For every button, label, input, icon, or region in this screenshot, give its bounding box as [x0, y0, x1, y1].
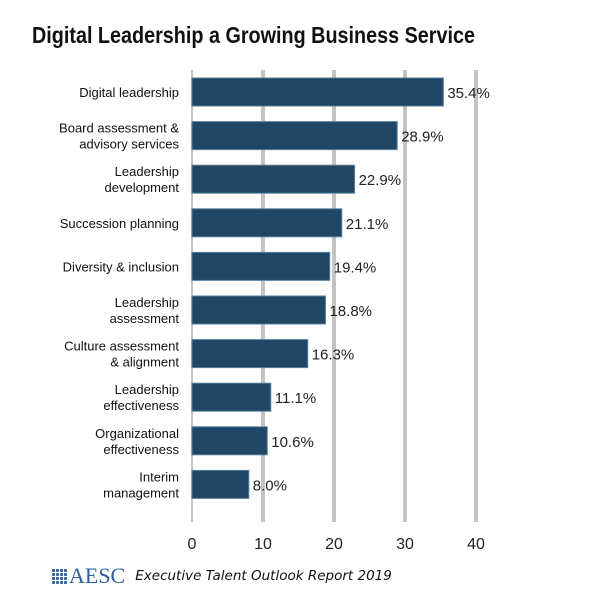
category-label: effectiveness	[103, 398, 179, 413]
category-label: Culture assessment	[64, 339, 179, 354]
bar	[191, 426, 268, 456]
data-label: 18.8%	[329, 303, 372, 320]
category-label: Leadership	[115, 164, 179, 179]
bar	[191, 251, 331, 281]
category-label: & alignment	[110, 355, 179, 370]
category-label: effectiveness	[103, 442, 179, 457]
report-name: Executive Talent Outlook Report 2019	[135, 568, 392, 584]
footer: AESC Executive Talent Outlook Report 201…	[52, 563, 392, 589]
data-label: 16.3%	[312, 347, 355, 364]
logo-text: AESC	[69, 563, 126, 588]
data-label: 22.9%	[359, 172, 402, 189]
category-label: assessment	[110, 311, 180, 326]
x-tick-label: 30	[396, 536, 414, 553]
bar	[191, 121, 398, 151]
category-label: Diversity & inclusion	[63, 259, 179, 274]
category-label: Board assessment &	[59, 121, 179, 136]
category-label: development	[105, 180, 180, 195]
bar	[191, 382, 272, 412]
category-label: management	[103, 485, 179, 500]
data-label: 28.9%	[401, 129, 444, 146]
data-label: 8.0%	[253, 477, 287, 494]
data-label: 10.6%	[271, 434, 314, 451]
bar	[191, 164, 356, 194]
category-label: advisory services	[79, 137, 179, 152]
x-tick-label: 0	[188, 536, 197, 553]
data-label: 11.1%	[275, 390, 316, 407]
category-label: Succession planning	[60, 216, 179, 231]
chart-title: Digital Leadership a Growing Business Se…	[32, 22, 475, 48]
category-label: Digital leadership	[79, 85, 179, 100]
bar	[191, 77, 444, 107]
bar	[191, 208, 343, 238]
data-label: 35.4%	[447, 85, 490, 102]
logo-dots-icon	[52, 568, 67, 584]
bar	[191, 339, 309, 369]
x-tick-label: 40	[467, 536, 485, 553]
category-label: Interim	[139, 469, 179, 484]
bar	[191, 469, 250, 499]
bar	[191, 295, 326, 325]
aesc-logo: AESC	[52, 563, 125, 589]
category-label: Organizational	[95, 426, 179, 441]
x-tick-label: 20	[325, 536, 343, 553]
category-label: Leadership	[115, 382, 179, 397]
data-label: 19.4%	[334, 259, 377, 276]
x-tick-label: 10	[254, 536, 272, 553]
category-label: Leadership	[115, 295, 179, 310]
data-label: 21.1%	[346, 216, 389, 233]
